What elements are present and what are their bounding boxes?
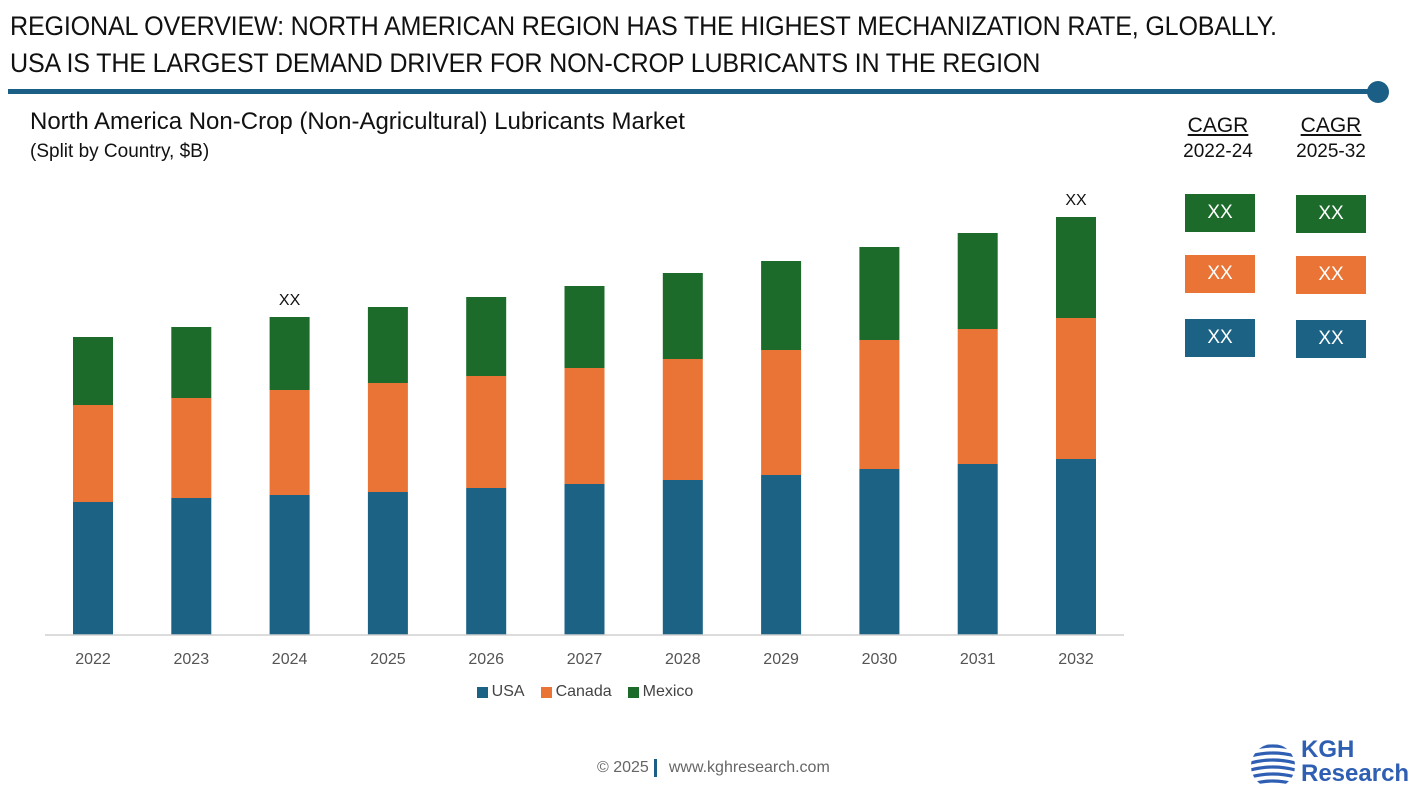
cagr-period: 2025-32: [1296, 141, 1366, 162]
x-tick-label: 2022: [75, 651, 111, 668]
x-tick-label: 2030: [862, 651, 898, 668]
legend-item-canada: Canada: [540, 683, 612, 701]
x-tick-label: 2026: [468, 651, 504, 668]
x-tick-label: 2029: [763, 651, 799, 668]
logo-text: KGH Research: [1301, 738, 1409, 786]
bar-canada-2025: [367, 383, 408, 492]
bar-usa-2024: [269, 495, 310, 635]
chart-title: North America Non-Crop (Non-Agricultural…: [30, 108, 685, 135]
x-tick-label: 2025: [370, 651, 406, 668]
bar-canada-2028: [662, 359, 703, 480]
globe-icon: [1251, 744, 1295, 787]
bar-mexico-2026: [466, 297, 507, 376]
bar-mexico-2025: [367, 307, 408, 383]
bar-canada-2023: [171, 398, 212, 498]
bar-mexico-2029: [761, 261, 802, 350]
headline-divider: [8, 89, 1376, 94]
cagr-header-2022-24: CAGR 2022-24: [1168, 114, 1268, 163]
bar-canada-2030: [859, 340, 900, 469]
bar-canada-2022: [73, 405, 113, 502]
logo-line-1: KGH: [1301, 736, 1355, 763]
bar-mexico-2030: [859, 247, 900, 340]
legend-swatch: [476, 686, 488, 698]
cagr-canada-2025-32: XX: [1296, 256, 1366, 294]
chart-subtitle: (Split by Country, $B): [30, 141, 210, 162]
x-tick-label: 2027: [567, 651, 603, 668]
legend-swatch: [540, 686, 552, 698]
x-tick-label: 2023: [174, 651, 210, 668]
legend-swatch: [627, 686, 639, 698]
bar-mexico-2022: [73, 337, 113, 405]
bar-usa-2026: [466, 488, 507, 635]
x-tick-labels: 2022 2023 2024 2025 2026 2027 2028 2029 2030 2031…: [75, 651, 1094, 668]
bars-group: [73, 217, 1096, 635]
cagr-mexico-2025-32: XX: [1296, 195, 1366, 233]
bar-usa-2025: [367, 492, 408, 635]
bar-mexico-2028: [662, 273, 703, 359]
x-tick-label: 2028: [665, 651, 701, 668]
legend-item-usa: USA: [476, 683, 525, 701]
x-tick-label: 2031: [960, 651, 996, 668]
cagr-label: CAGR: [1187, 114, 1249, 137]
bar-usa-2028: [662, 480, 703, 635]
bar-mexico-2023: [171, 327, 212, 398]
footer-separator: [653, 759, 657, 777]
bar-canada-2027: [564, 368, 605, 484]
legend-label: Mexico: [642, 683, 694, 700]
legend-item-mexico: Mexico: [627, 683, 694, 701]
legend-label: USA: [491, 683, 525, 700]
bar-mexico-2031: [957, 233, 998, 329]
bar-mexico-2024: [269, 317, 310, 390]
headline-line-2: USA IS THE LARGEST DEMAND DRIVER FOR NON…: [10, 48, 1041, 78]
x-tick-label: 2024: [272, 651, 308, 668]
bar-usa-2030: [859, 469, 900, 635]
headline-line-1: REGIONAL OVERVIEW: NORTH AMERICAN REGION…: [10, 11, 1277, 41]
bar-usa-2022: [73, 502, 113, 635]
bar-usa-2031: [957, 464, 998, 635]
website-link[interactable]: www.kghresearch.com: [668, 759, 830, 776]
page-headline: REGIONAL OVERVIEW: NORTH AMERICAN REGION…: [10, 8, 1317, 82]
cagr-mexico-2022-24: XX: [1185, 194, 1255, 232]
chart-legend: USA Canada Mexico: [0, 683, 1170, 701]
data-label-2024: XX: [279, 292, 301, 309]
divider-end-dot: [1367, 81, 1389, 103]
legend-label: Canada: [555, 683, 612, 700]
x-tick-label: 2032: [1058, 651, 1094, 668]
bar-usa-2032: [1056, 459, 1096, 635]
footer: © 2025 www.kghresearch.com: [597, 759, 830, 777]
bar-mexico-2032: [1056, 217, 1096, 318]
bar-usa-2027: [564, 484, 605, 635]
cagr-label: CAGR: [1300, 114, 1362, 137]
data-label-2032: XX: [1065, 192, 1087, 209]
bar-canada-2024: [269, 390, 310, 495]
bar-canada-2032: [1056, 318, 1096, 459]
bar-canada-2026: [466, 376, 507, 488]
annotations-group: XX XX: [279, 192, 1087, 309]
logo-line-2: Research: [1301, 760, 1410, 787]
bar-canada-2031: [957, 329, 998, 464]
bar-canada-2029: [761, 350, 802, 475]
bar-usa-2023: [171, 498, 212, 635]
cagr-canada-2022-24: XX: [1185, 255, 1255, 293]
bar-usa-2029: [761, 475, 802, 635]
kgh-research-logo: KGH Research: [1247, 738, 1417, 794]
copyright-text: © 2025: [597, 759, 649, 776]
stacked-bar-chart: 2022 2023 2024 2025 2026 2027 2028 2029 2030 2031…: [45, 192, 1124, 668]
cagr-header-2025-32: CAGR 2025-32: [1281, 114, 1381, 163]
cagr-period: 2022-24: [1183, 141, 1253, 162]
bar-mexico-2027: [564, 286, 605, 368]
cagr-usa-2025-32: XX: [1296, 320, 1366, 358]
cagr-usa-2022-24: XX: [1185, 319, 1255, 357]
